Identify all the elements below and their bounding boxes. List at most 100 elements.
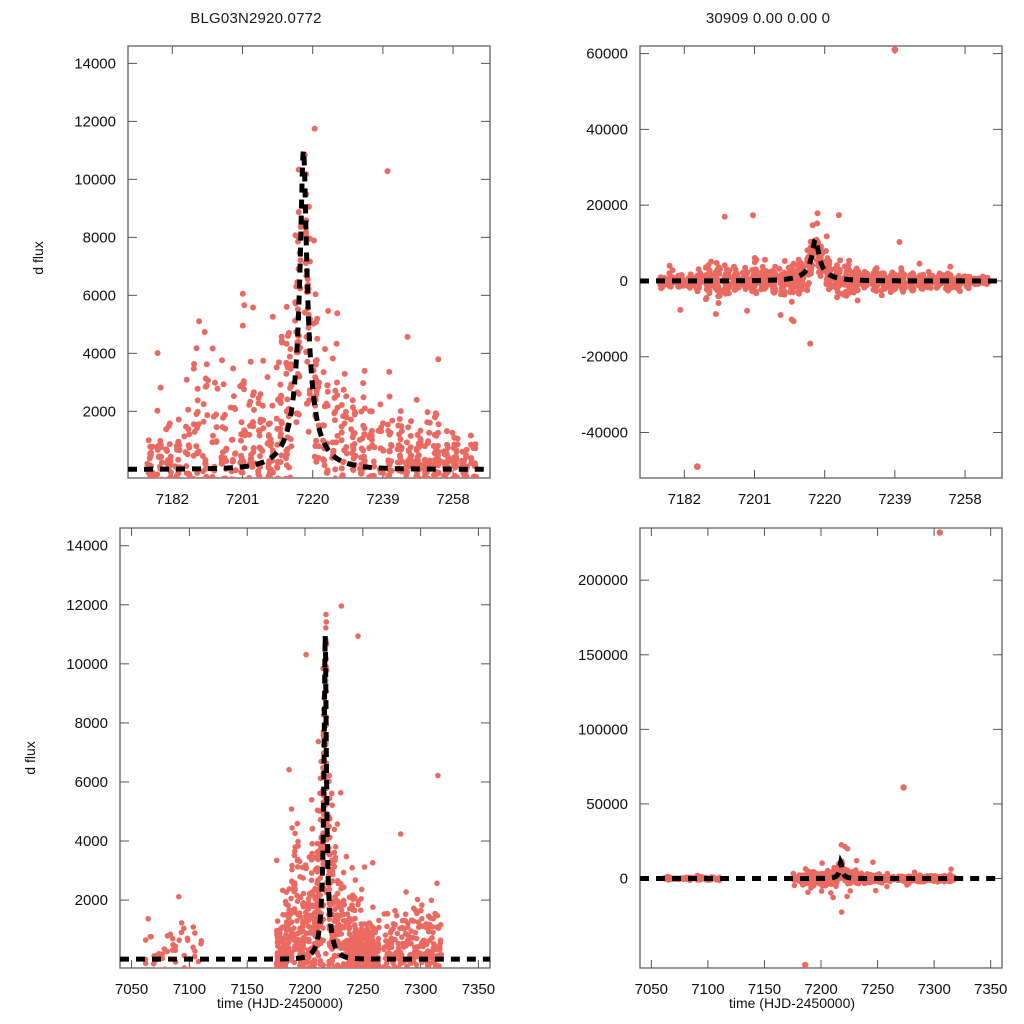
data-point xyxy=(414,910,420,917)
data-point xyxy=(753,256,760,263)
data-point xyxy=(273,415,280,422)
data-point xyxy=(320,937,327,944)
data-point xyxy=(321,462,328,469)
data-point xyxy=(287,474,294,478)
data-point xyxy=(350,445,357,451)
data-point xyxy=(165,970,171,976)
data-point xyxy=(186,431,193,438)
data-point xyxy=(324,382,331,389)
data-point xyxy=(392,936,398,943)
data-point xyxy=(200,418,207,425)
data-point xyxy=(433,478,439,484)
data-point xyxy=(315,384,322,390)
data-point xyxy=(731,263,737,270)
x-tick-label: 7201 xyxy=(738,491,771,508)
data-point xyxy=(845,261,852,268)
data-point xyxy=(219,424,226,431)
panel-top-right-plot: 7182 7201 7220 7239 72586000040000200000-200… xyxy=(581,45,1003,508)
data-point xyxy=(406,461,412,468)
data-point xyxy=(202,460,209,467)
data-point xyxy=(172,947,179,954)
data-point xyxy=(277,970,283,976)
panel-bottom-right-xlabel: time (HJD-2450000) xyxy=(728,995,856,1011)
data-point xyxy=(301,309,308,316)
data-point xyxy=(376,943,382,949)
data-point xyxy=(193,443,200,450)
model-fit-curve xyxy=(640,236,1002,284)
data-point xyxy=(433,432,440,439)
data-point xyxy=(843,292,850,299)
data-point xyxy=(405,424,412,431)
data-point xyxy=(419,477,422,478)
panel-bottom-left: d flux time (HJD-2450000) 7050 7100 7150 72… xyxy=(0,512,512,1024)
y-tick-label: 200000 xyxy=(578,572,628,589)
data-point xyxy=(340,386,347,393)
x-tick-label: 7050 xyxy=(635,981,668,998)
data-point xyxy=(338,429,345,436)
data-point xyxy=(360,380,367,387)
data-point xyxy=(283,340,290,347)
data-point xyxy=(788,268,795,275)
y-tick-label: 10000 xyxy=(66,656,108,673)
data-point xyxy=(283,462,290,469)
data-point xyxy=(824,281,831,288)
data-point xyxy=(257,453,263,460)
data-point xyxy=(223,458,230,464)
data-point xyxy=(210,481,216,487)
data-point xyxy=(300,875,306,881)
data-point xyxy=(357,907,364,913)
data-point xyxy=(397,971,403,977)
data-point xyxy=(178,929,185,936)
data-point xyxy=(285,329,292,336)
data-point xyxy=(415,478,421,484)
x-tick-label: 7250 xyxy=(861,981,894,998)
data-point xyxy=(416,443,423,450)
data-point xyxy=(210,432,216,439)
data-point xyxy=(277,969,283,975)
data-point xyxy=(329,878,336,884)
data-point xyxy=(708,258,715,265)
data-point xyxy=(176,442,183,449)
data-point xyxy=(349,404,356,411)
data-point xyxy=(695,266,702,273)
data-point xyxy=(296,858,303,865)
data-point xyxy=(283,970,289,976)
data-point xyxy=(436,946,443,953)
data-point xyxy=(351,907,358,914)
data-point xyxy=(965,285,972,292)
data-point xyxy=(407,432,414,439)
data-point xyxy=(372,929,379,936)
data-point xyxy=(721,213,728,220)
data-point xyxy=(442,459,449,466)
data-point xyxy=(386,462,393,468)
data-point xyxy=(325,308,332,314)
data-point xyxy=(445,481,451,487)
data-point xyxy=(665,279,672,286)
data-point xyxy=(142,960,149,967)
data-point xyxy=(326,886,333,893)
data-point xyxy=(844,845,851,852)
data-point xyxy=(213,438,220,445)
data-point xyxy=(277,381,284,388)
data-point xyxy=(229,436,236,443)
data-point xyxy=(408,928,414,934)
data-point xyxy=(312,358,319,365)
data-point xyxy=(432,459,439,466)
data-point xyxy=(404,963,410,968)
data-point xyxy=(916,260,923,267)
data-point xyxy=(348,416,354,423)
data-point xyxy=(381,970,387,976)
data-point xyxy=(341,901,348,908)
y-tick-label: 100000 xyxy=(578,721,628,738)
data-point xyxy=(344,911,351,917)
data-point xyxy=(795,264,802,270)
data-point xyxy=(403,889,409,895)
data-point xyxy=(367,969,373,975)
data-point xyxy=(907,282,914,289)
data-point xyxy=(294,306,301,313)
data-point xyxy=(203,361,210,368)
data-point xyxy=(367,474,374,478)
data-point xyxy=(183,376,190,383)
data-point xyxy=(887,285,894,292)
data-point xyxy=(158,477,161,478)
